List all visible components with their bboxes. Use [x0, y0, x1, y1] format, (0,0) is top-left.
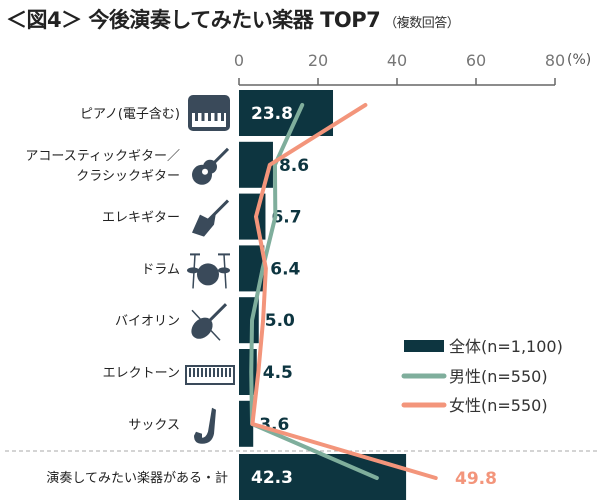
legend-label: 女性(n=550) [449, 396, 548, 415]
chart-title: ＜図4＞ 今後演奏してみたい楽器 TOP7 （複数回答） [6, 4, 460, 34]
bar [239, 400, 254, 447]
x-tick-label: 80 [545, 51, 565, 70]
legend-label: 男性(n=550) [449, 367, 548, 386]
bar-value-label: 5.0 [265, 311, 295, 331]
category-label: バイオリン [115, 314, 180, 329]
title-text: ＜図4＞ 今後演奏してみたい楽器 TOP7 [6, 8, 381, 32]
x-tick-label: 20 [308, 51, 328, 70]
category-label: ドラム [141, 262, 180, 277]
category-label: サックス [128, 418, 180, 433]
bar-value-label: 4.5 [263, 363, 293, 383]
bar [239, 90, 334, 136]
series-line [250, 103, 438, 480]
violin-icon [191, 303, 228, 341]
legend-swatch-bar [404, 340, 444, 352]
category-label: ピアノ(電子含む) [80, 106, 180, 122]
x-tick-label: 40 [387, 51, 407, 70]
legend-label: 全体(n=1,100) [449, 337, 563, 356]
bar-value-label: 8.6 [279, 156, 309, 176]
category-label: クラシックギター [76, 169, 180, 184]
piano-icon [188, 95, 230, 131]
category-label: エレキギター [102, 211, 180, 226]
bar-value-label: 6.7 [271, 208, 301, 228]
electric-guitar-icon [192, 199, 230, 237]
x-tick-label: 60 [466, 51, 486, 70]
drum-icon [187, 253, 230, 289]
chart-subtitle: （複数回答） [384, 16, 460, 31]
keyboard-icon [185, 365, 235, 385]
bar [239, 349, 257, 395]
bar-value-label: 6.4 [270, 259, 300, 279]
acoustic-guitar-icon [192, 147, 230, 185]
category-label: エレクトーン [103, 366, 180, 381]
bar-value-label: 42.3 [251, 468, 293, 488]
bar-value-label: 23.8 [251, 104, 293, 124]
saxophone-icon [194, 407, 216, 444]
unit-label: (%) [567, 52, 591, 68]
category-label: アコースティックギター／ [25, 149, 180, 164]
x-tick-label: 0 [234, 51, 244, 70]
female-total-label: 49.8 [455, 469, 497, 489]
category-label: 演奏してみたい楽器がある・計 [46, 470, 228, 486]
